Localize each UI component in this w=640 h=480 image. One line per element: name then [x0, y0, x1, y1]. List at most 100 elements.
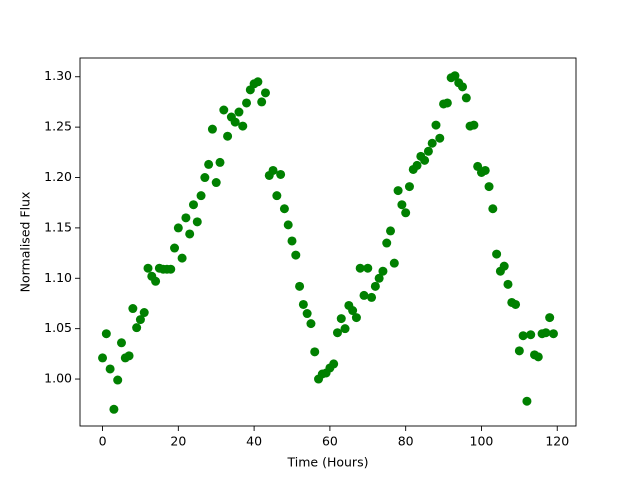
- data-point: [545, 313, 555, 323]
- data-point: [386, 226, 396, 236]
- data-point: [526, 330, 536, 340]
- data-point: [192, 217, 202, 227]
- data-point: [514, 346, 524, 356]
- data-point: [181, 213, 191, 223]
- data-point: [351, 313, 361, 323]
- data-point: [518, 331, 528, 341]
- data-point: [488, 204, 498, 214]
- data-point: [404, 182, 414, 192]
- data-point: [469, 120, 479, 130]
- data-point: [276, 169, 286, 179]
- y-axis-label: Normalised Flux: [18, 192, 33, 293]
- data-point: [401, 208, 411, 218]
- data-point: [185, 229, 195, 239]
- data-point: [230, 117, 240, 127]
- data-point: [98, 353, 108, 363]
- data-point: [223, 131, 233, 141]
- data-point: [268, 165, 278, 175]
- data-point: [450, 71, 460, 81]
- data-point: [295, 281, 305, 291]
- y-tick-label: 1.05: [44, 320, 72, 335]
- y-tick-label: 1.15: [44, 219, 72, 234]
- data-point: [423, 146, 433, 156]
- data-point: [389, 258, 399, 268]
- data-point: [348, 306, 358, 316]
- data-point: [219, 105, 229, 115]
- data-point: [151, 276, 161, 286]
- data-point: [234, 107, 244, 117]
- data-point: [283, 220, 293, 230]
- data-point: [363, 263, 373, 273]
- x-tick-label: 20: [170, 434, 186, 449]
- data-point: [211, 178, 221, 188]
- data-point: [355, 263, 365, 273]
- data-point: [378, 266, 388, 276]
- data-point: [113, 375, 123, 385]
- data-point: [272, 191, 282, 201]
- x-tick-label: 80: [398, 434, 414, 449]
- plot-frame: [79, 57, 577, 427]
- x-axis-label: Time (Hours): [287, 455, 369, 470]
- data-point: [124, 351, 134, 361]
- data-point: [420, 155, 430, 165]
- data-point: [435, 133, 445, 143]
- data-point: [393, 186, 403, 196]
- data-point: [291, 250, 301, 260]
- data-point: [177, 253, 187, 263]
- data-point: [188, 200, 198, 210]
- y-tick-label: 1.25: [44, 119, 72, 134]
- data-point: [139, 308, 149, 318]
- data-point: [170, 243, 180, 253]
- data-point: [412, 160, 422, 170]
- data-point: [499, 261, 509, 271]
- data-point: [143, 263, 153, 273]
- data-point: [397, 200, 407, 210]
- data-point: [548, 329, 558, 339]
- data-point: [238, 121, 248, 131]
- data-point: [541, 328, 551, 338]
- data-point: [298, 299, 308, 309]
- x-tick-label: 0: [99, 434, 107, 449]
- data-point: [287, 236, 297, 246]
- data-point: [279, 204, 289, 214]
- x-tick-label: 120: [545, 434, 569, 449]
- data-point: [340, 324, 350, 334]
- data-point: [442, 98, 452, 108]
- y-tick-label: 1.20: [44, 169, 72, 184]
- data-point: [204, 159, 214, 169]
- data-point: [370, 281, 380, 291]
- data-point: [116, 338, 126, 348]
- data-point: [533, 352, 543, 362]
- data-point: [306, 319, 316, 329]
- data-point: [382, 238, 392, 248]
- data-point: [329, 359, 339, 369]
- data-point: [166, 264, 176, 274]
- data-point: [458, 82, 468, 92]
- y-tick-label: 1.10: [44, 270, 72, 285]
- data-point: [359, 290, 369, 300]
- data-point: [253, 77, 263, 87]
- x-tick-label: 100: [470, 434, 494, 449]
- data-point: [242, 98, 252, 108]
- data-point: [302, 309, 312, 319]
- data-point: [200, 173, 210, 183]
- data-point: [427, 138, 437, 148]
- data-point: [367, 292, 377, 302]
- x-tick-label: 60: [322, 434, 338, 449]
- data-point: [461, 93, 471, 103]
- data-point: [128, 304, 138, 314]
- x-tick-label: 40: [246, 434, 262, 449]
- data-point: [196, 191, 206, 201]
- y-tick-label: 1.30: [44, 68, 72, 83]
- data-point: [484, 182, 494, 192]
- data-point: [336, 314, 346, 324]
- data-point: [503, 279, 513, 289]
- data-point: [511, 299, 521, 309]
- data-point: [207, 124, 217, 134]
- data-point: [374, 273, 384, 283]
- data-point: [492, 249, 502, 259]
- data-point: [173, 223, 183, 233]
- data-point: [132, 323, 142, 333]
- data-point: [431, 120, 441, 130]
